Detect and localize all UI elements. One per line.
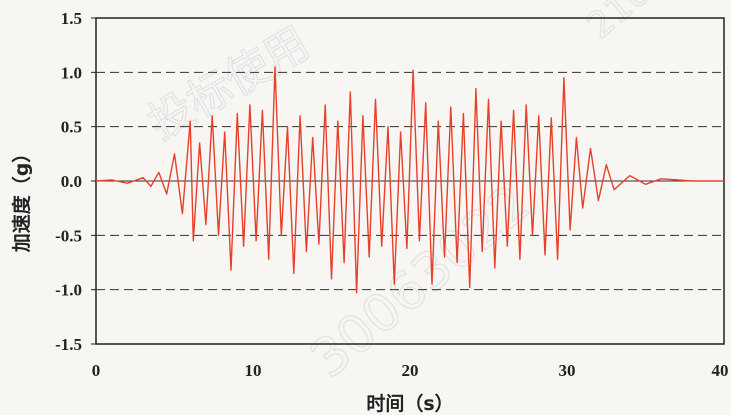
acceleration-series-line <box>95 66 724 294</box>
y-tick-labels: 1.5 1.0 0.5 0.0 -0.5 -1.0 -1.5 <box>55 9 96 354</box>
y-tick-label: -1.0 <box>55 281 82 300</box>
x-tick-labels: 0 10 20 30 40 <box>92 361 729 380</box>
x-tick-label: 10 <box>245 361 262 380</box>
y-tick-label: 1.0 <box>61 63 82 82</box>
x-tick-label: 0 <box>92 361 101 380</box>
x-axis-title: 时间（s） <box>366 392 453 415</box>
y-tick-label: -1.5 <box>55 335 82 354</box>
x-tick-label: 30 <box>559 361 576 380</box>
y-tick-label: 1.5 <box>61 9 82 28</box>
svg-text:2102: 2102 <box>579 0 676 47</box>
y-tick-label: -0.5 <box>55 226 82 245</box>
y-axis-title: 加速度（g） <box>10 144 33 254</box>
x-tick-label: 40 <box>712 361 729 380</box>
x-tick-label: 20 <box>402 361 419 380</box>
y-tick-label: 0.0 <box>61 172 82 191</box>
y-tick-label: 0.5 <box>61 118 82 137</box>
gridlines <box>96 71 724 291</box>
svg-text:投标使用: 投标使用 <box>140 17 318 149</box>
